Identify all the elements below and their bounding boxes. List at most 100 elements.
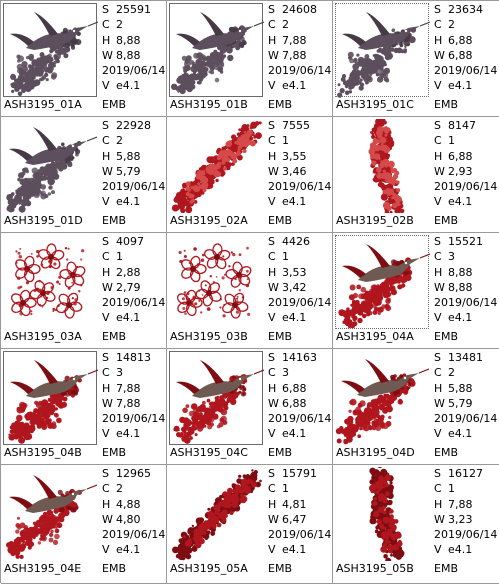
design-height: 7,88 <box>282 33 307 47</box>
file-format: EMB <box>268 98 292 111</box>
height-key: H <box>268 497 277 511</box>
design-name: ASH3195_04C <box>170 446 248 459</box>
design-name: ASH3195_04D <box>336 446 415 459</box>
height-key: H <box>102 149 111 163</box>
height-key: H <box>102 33 111 47</box>
design-thumbnail[interactable] <box>169 235 263 329</box>
stitch-count: 12965 <box>116 467 151 480</box>
design-thumbnail[interactable] <box>169 351 264 445</box>
stitches-key: S <box>268 119 275 132</box>
format-version: e4.1 <box>282 311 307 325</box>
height-key: H <box>434 149 443 163</box>
color-count: 3 <box>448 250 455 264</box>
colors-key: C <box>268 18 276 32</box>
colors-key: C <box>268 366 276 380</box>
colors-key: C <box>268 482 276 496</box>
format-version: e4.1 <box>448 195 473 209</box>
design-height: 8,88 <box>448 265 473 279</box>
design-thumbnail[interactable] <box>3 351 98 445</box>
height-key: H <box>268 149 277 163</box>
version-key: V <box>434 311 442 325</box>
design-name: ASH3195_02B <box>336 214 414 227</box>
colors-key: C <box>102 482 110 496</box>
design-thumbnail[interactable] <box>3 235 97 329</box>
design-thumbnail[interactable] <box>169 3 264 97</box>
color-count: 1 <box>448 134 455 148</box>
design-date: 2019/06/14 <box>102 180 166 194</box>
stitches-key: S <box>434 3 441 16</box>
design-thumbnail[interactable] <box>3 3 98 97</box>
design-date: 2019/06/14 <box>434 296 498 310</box>
design-thumbnail[interactable] <box>169 467 263 561</box>
format-version: e4.1 <box>116 311 141 325</box>
design-name: ASH3195_04B <box>4 446 82 459</box>
design-height: 3,55 <box>282 149 307 163</box>
colors-key: C <box>268 134 276 148</box>
design-height: 4,88 <box>116 497 141 511</box>
color-count: 1 <box>282 250 289 264</box>
width-key: W <box>268 164 279 178</box>
format-version: e4.1 <box>448 79 473 93</box>
version-key: V <box>102 195 110 209</box>
version-key: V <box>102 311 110 325</box>
colors-key: C <box>102 366 110 380</box>
file-format: EMB <box>102 98 126 111</box>
design-date: 2019/06/14 <box>268 180 332 194</box>
colors-key: C <box>268 250 276 264</box>
design-thumbnail[interactable] <box>3 119 97 213</box>
design-name: ASH3195_03B <box>170 330 248 343</box>
design-thumbnail[interactable] <box>335 467 429 561</box>
design-thumbnail[interactable] <box>169 119 263 213</box>
design-name: ASH3195_01C <box>336 98 414 111</box>
design-name: ASH3195_04A <box>336 330 414 343</box>
design-height: 3,53 <box>282 265 307 279</box>
color-count: 2 <box>116 482 123 496</box>
design-thumbnail[interactable] <box>335 3 430 98</box>
design-thumbnail[interactable] <box>3 467 97 561</box>
stitch-count: 14813 <box>116 351 151 364</box>
format-version: e4.1 <box>282 543 307 557</box>
stitch-count: 15521 <box>448 235 483 248</box>
design-thumbnail[interactable] <box>335 235 430 329</box>
design-thumbnail[interactable] <box>335 351 429 445</box>
design-width: 3,42 <box>282 280 307 294</box>
file-format: EMB <box>268 446 292 459</box>
colors-key: C <box>434 250 442 264</box>
file-format: EMB <box>268 214 292 227</box>
design-date: 2019/06/14 <box>434 412 498 426</box>
file-format: EMB <box>102 562 126 575</box>
design-name: ASH3195_01A <box>4 98 82 111</box>
width-key: W <box>268 396 279 410</box>
design-width: 6,88 <box>282 396 307 410</box>
format-version: e4.1 <box>448 311 473 325</box>
stitches-key: S <box>268 351 275 364</box>
stitches-key: S <box>102 119 109 132</box>
design-height: 7,88 <box>116 381 141 395</box>
design-name: ASH3195_05A <box>170 562 248 575</box>
stitch-count: 4426 <box>282 235 310 248</box>
design-thumbnail[interactable] <box>335 119 429 213</box>
colors-key: C <box>434 366 442 380</box>
